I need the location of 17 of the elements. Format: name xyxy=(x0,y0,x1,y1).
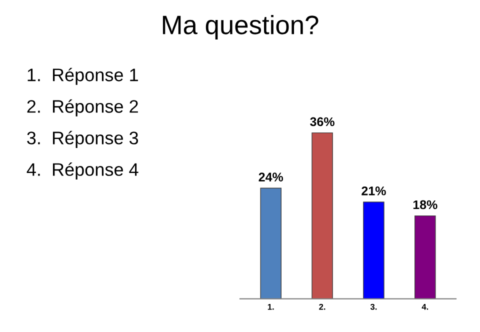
bar xyxy=(260,188,282,299)
x-tick-label: 2. xyxy=(319,304,326,310)
x-tick-label: 3. xyxy=(370,304,377,310)
x-tick-label: 4. xyxy=(422,304,428,310)
text: 1. Réponse 1 xyxy=(28,68,138,85)
data-label: 18% xyxy=(413,200,438,210)
data-label: 24% xyxy=(258,172,284,182)
data-label: 36% xyxy=(310,117,334,126)
data-label: 21% xyxy=(362,186,386,196)
text: 2. Réponse 2 xyxy=(27,99,138,116)
chart-title: Ma question? xyxy=(162,14,318,40)
text: 4. Réponse 4 xyxy=(26,162,138,180)
bar xyxy=(414,215,436,299)
text: 3. Réponse 3 xyxy=(27,130,138,148)
x-tick-label: 1. xyxy=(268,304,274,310)
bar xyxy=(363,202,384,299)
bar xyxy=(312,132,333,299)
